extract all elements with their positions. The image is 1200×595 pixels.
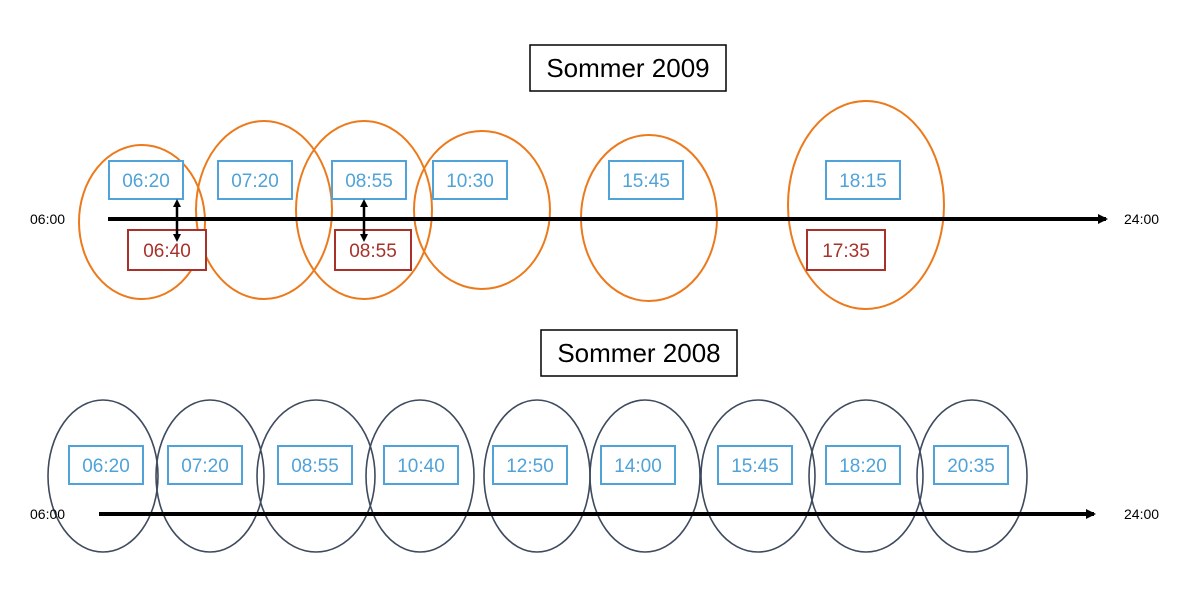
scheduled-time-label: 06:20	[122, 171, 170, 192]
scheduled-boxes-2008: 06:20 07:20 08:55 10:40 12:50 14:00 15:45 18:20…	[68, 445, 1009, 485]
scheduled-box	[217, 160, 293, 200]
scheduled-time-label: 12:50	[506, 456, 554, 477]
actual-time-label: 08:55	[349, 241, 397, 262]
time-window-ellipse	[256, 399, 376, 553]
scheduled-box	[383, 445, 459, 485]
title-2008: Sommer 2008	[557, 338, 720, 368]
ellipses-2009	[78, 100, 945, 310]
scheduled-box	[933, 445, 1009, 485]
scheduled-box	[167, 445, 243, 485]
time-window-ellipse	[413, 130, 551, 290]
time-window-ellipse	[295, 120, 433, 300]
actual-box	[806, 229, 886, 271]
scheduled-time-label: 18:15	[839, 171, 887, 192]
ellipses-2008	[47, 399, 1028, 553]
scheduled-time-label: 14:00	[614, 456, 662, 477]
scheduled-time-label: 08:55	[345, 171, 393, 192]
time-window-ellipse	[808, 399, 924, 553]
scheduled-boxes-2009: 06:20 07:20 08:55 10:30 15:45 18:15	[108, 160, 901, 200]
scheduled-time-label: 07:20	[181, 456, 229, 477]
scheduled-time-label: 06:20	[82, 456, 130, 477]
actual-box	[127, 229, 207, 271]
scheduled-box	[600, 445, 676, 485]
time-window-ellipse	[155, 399, 265, 553]
scheduled-time-label: 15:45	[731, 456, 779, 477]
title-box-2009	[529, 44, 727, 92]
actual-time-label: 17:35	[822, 241, 870, 262]
scheduled-time-label: 07:20	[231, 171, 279, 192]
time-window-ellipse	[365, 399, 475, 553]
actual-boxes-2009: 06:40 08:55 17:35	[127, 229, 886, 271]
scheduled-box	[492, 445, 568, 485]
scheduled-box	[825, 160, 901, 200]
scheduled-box	[331, 160, 407, 200]
time-window-ellipse	[195, 120, 333, 300]
axis-end-label-2009: 24:00	[1124, 211, 1159, 227]
scheduled-box	[108, 160, 184, 200]
scheduled-time-label: 20:35	[947, 456, 995, 477]
scheduled-box	[825, 445, 901, 485]
time-window-ellipse	[47, 399, 159, 553]
scheduled-time-label: 10:30	[446, 171, 494, 192]
time-window-ellipse	[787, 100, 945, 310]
timeline-2008: Sommer 2008 06:00 24:00 06:20 07:20 08:55 1…	[30, 329, 1159, 553]
scheduled-box	[717, 445, 793, 485]
scheduled-time-label: 18:20	[839, 456, 887, 477]
scheduled-box	[68, 445, 144, 485]
actual-box	[334, 229, 412, 271]
title-box-2008	[540, 329, 738, 377]
time-window-ellipse	[78, 144, 206, 300]
timeline-2009: Sommer 2009 06:00 24:00 06:20 07:20 08:55 1…	[30, 44, 1159, 310]
axis-start-label-2008: 06:00	[30, 506, 65, 522]
scheduled-box	[277, 445, 353, 485]
scheduled-time-label: 15:45	[622, 171, 670, 192]
axis-start-label-2009: 06:00	[30, 211, 65, 227]
title-2009: Sommer 2009	[546, 53, 709, 83]
time-window-ellipse	[589, 399, 701, 553]
time-window-ellipse	[916, 399, 1028, 553]
scheduled-box	[432, 160, 508, 200]
scheduled-box	[608, 160, 684, 200]
scheduled-time-label: 10:40	[397, 456, 445, 477]
actual-time-label: 06:40	[143, 241, 191, 262]
scheduled-time-label: 08:55	[291, 456, 339, 477]
axis-end-label-2008: 24:00	[1124, 506, 1159, 522]
time-window-ellipse	[700, 399, 816, 553]
